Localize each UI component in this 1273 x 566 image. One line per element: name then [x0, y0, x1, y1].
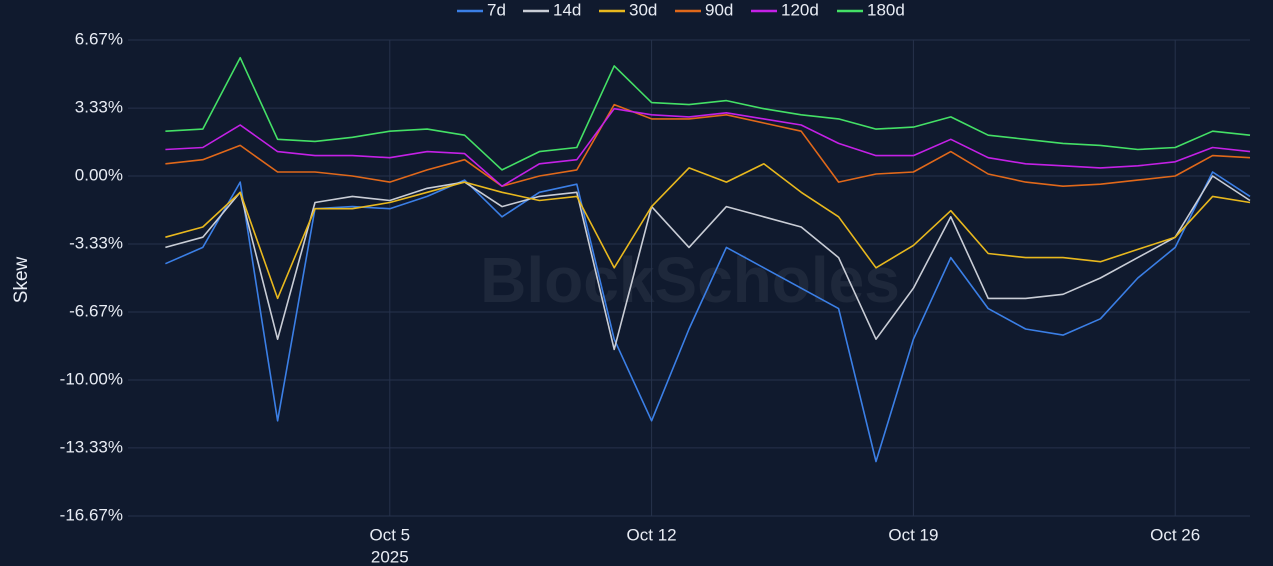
legend: 7d 14d 30d 90d 120d 180d — [457, 0, 905, 19]
series-line — [165, 107, 1251, 187]
series-line — [165, 175, 1251, 351]
y-tick-label: -10.00% — [60, 369, 123, 388]
y-axis-label: Skew — [11, 256, 32, 303]
series-line — [165, 103, 1251, 187]
x-tick-label: Oct 5 — [369, 525, 410, 544]
legend-label: 14d — [553, 0, 581, 19]
x-tick-label: Oct 26 — [1150, 525, 1200, 544]
y-tick-label: -3.33% — [69, 233, 123, 252]
series-line — [165, 163, 1251, 300]
series-line — [165, 56, 1251, 171]
x-year-label: 2025 — [371, 547, 409, 566]
legend-label: 180d — [867, 0, 905, 19]
legend-label: 120d — [781, 0, 819, 19]
y-tick-label: 0.00% — [75, 166, 123, 185]
legend-label: 90d — [705, 0, 733, 19]
y-tick-label: 3.33% — [75, 98, 123, 117]
x-tick-label: Oct 12 — [627, 525, 677, 544]
legend-label: 7d — [487, 0, 506, 19]
series-line — [165, 171, 1251, 463]
y-tick-label: 6.67% — [75, 29, 123, 48]
watermark: BlockScholes — [480, 244, 900, 316]
y-tick-label: -16.67% — [60, 505, 123, 524]
y-tick-label: -6.67% — [69, 302, 123, 321]
plot-lines — [165, 56, 1251, 463]
x-tick-label: Oct 19 — [888, 525, 938, 544]
y-tick-label: -13.33% — [60, 437, 123, 456]
legend-label: 30d — [629, 0, 657, 19]
